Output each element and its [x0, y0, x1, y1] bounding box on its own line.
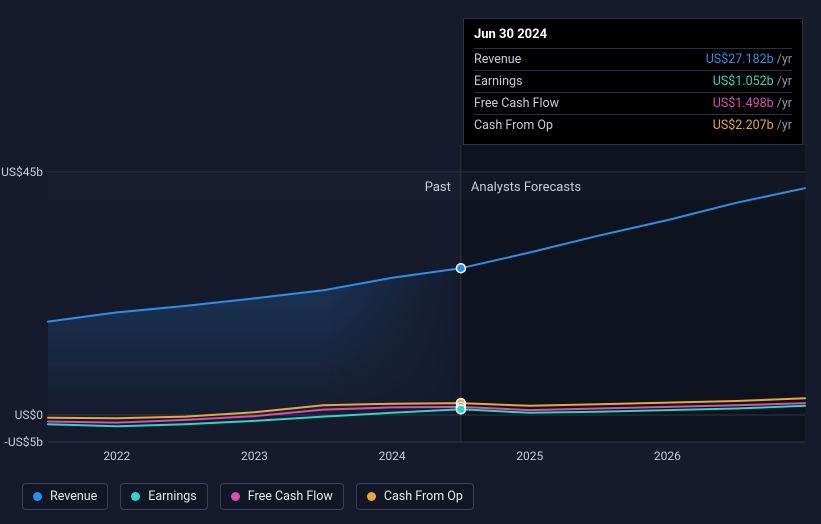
chart-legend: Revenue Earnings Free Cash Flow Cash From O… — [22, 483, 474, 510]
legend-item-cash-from-op[interactable]: Cash From Op — [356, 483, 474, 510]
legend-swatch — [231, 492, 240, 501]
legend-item-free-cash-flow[interactable]: Free Cash Flow — [220, 483, 344, 510]
tooltip-row-value: US$2.207b — [713, 118, 774, 133]
tooltip-row-unit: /yr — [777, 118, 792, 133]
legend-swatch — [33, 492, 42, 501]
tooltip-date: Jun 30 2024 — [474, 27, 792, 42]
past-label: Past — [425, 180, 451, 195]
x-axis-label: 2024 — [379, 449, 406, 463]
tooltip-row-label: Revenue — [474, 52, 521, 67]
tooltip-row-unit: /yr — [777, 52, 792, 67]
legend-label: Cash From Op — [384, 489, 463, 504]
legend-label: Revenue — [50, 489, 97, 504]
legend-swatch — [367, 492, 376, 501]
tooltip-row-label: Earnings — [474, 74, 522, 89]
x-axis-label: 2025 — [516, 449, 543, 463]
x-axis-label: 2026 — [654, 449, 681, 463]
tooltip-row-unit: /yr — [777, 96, 792, 111]
y-axis-label: US$45b — [1, 165, 43, 179]
x-axis-label: 2022 — [103, 449, 130, 463]
legend-item-revenue[interactable]: Revenue — [22, 483, 108, 510]
marker-earnings — [456, 405, 465, 414]
tooltip-row-value: US$1.052b — [713, 74, 774, 89]
chart-tooltip: Jun 30 2024 RevenueUS$27.182b/yrEarnings… — [463, 18, 803, 145]
y-axis-label: US$0 — [15, 408, 44, 422]
tooltip-row: Free Cash Flow US$1.498b/yr — [474, 92, 792, 114]
marker-revenue — [456, 264, 465, 273]
legend-label: Free Cash Flow — [248, 489, 333, 504]
x-axis-label: 2023 — [241, 449, 268, 463]
forecast-label: Analysts Forecasts — [471, 180, 581, 195]
legend-item-earnings[interactable]: Earnings — [120, 483, 207, 510]
series-area-revenue — [48, 188, 805, 415]
legend-label: Earnings — [148, 489, 196, 504]
tooltip-row-unit: /yr — [777, 74, 792, 89]
tooltip-row: Cash From Op US$2.207b/yr — [474, 114, 792, 136]
tooltip-row-label: Free Cash Flow — [474, 96, 559, 111]
y-axis-label: -US$5b — [5, 435, 44, 449]
tooltip-row-label: Cash From Op — [474, 118, 553, 133]
tooltip-row: Earnings US$1.052b/yr — [474, 70, 792, 92]
earnings-revenue-chart: US$45b US$0 -US$5b 2022 2023 2024 2025 2026 Past… — [0, 0, 821, 524]
legend-swatch — [131, 492, 140, 501]
tooltip-row: Revenue US$27.182b/yr — [474, 48, 792, 70]
tooltip-row-value: US$1.498b — [713, 96, 774, 111]
tooltip-row-value: US$27.182b — [706, 52, 774, 67]
